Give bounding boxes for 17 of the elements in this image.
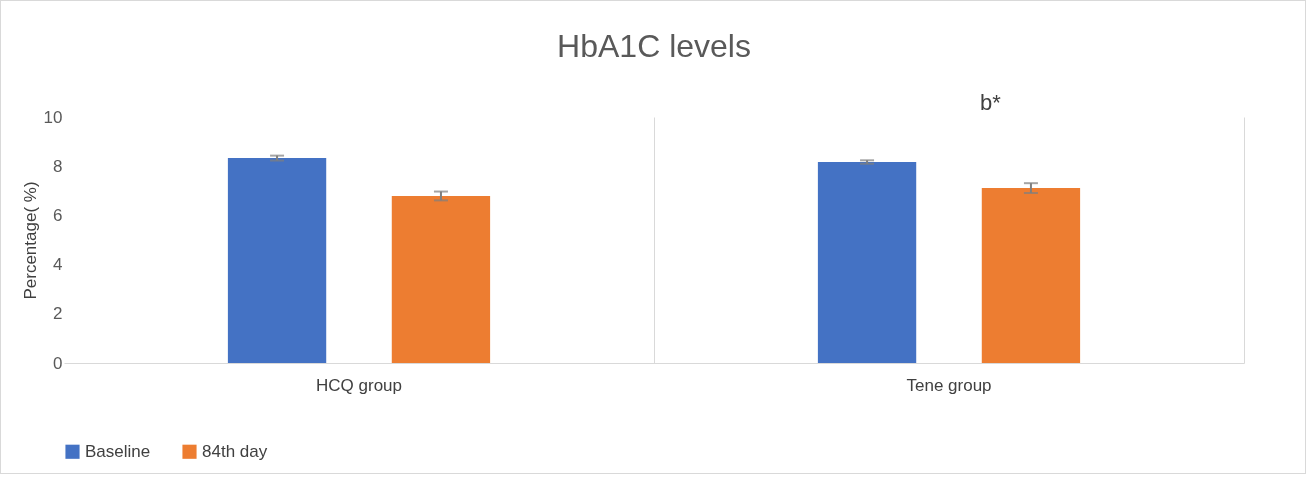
chart-title: HbA1C levels [557,28,751,64]
bar [227,158,327,363]
y-tick-label: 6 [53,205,63,225]
y-tick-label: 4 [53,255,63,275]
text: b* [979,90,1002,115]
y-tick-label: 10 [43,107,63,127]
bar [817,162,917,363]
y-tick-label: 0 [53,353,63,373]
x-tick-label: HCQ group [316,375,402,395]
y-tick-label: 8 [53,156,63,176]
legend-label: Baseline [85,441,151,461]
y-axis-title: Percentage( %) [20,181,40,300]
legend-label: 84th day [202,441,268,461]
bar [391,195,491,363]
y-tick-label: 2 [53,304,63,324]
bar [981,188,1081,363]
x-tick-label: Tene group [906,375,992,395]
